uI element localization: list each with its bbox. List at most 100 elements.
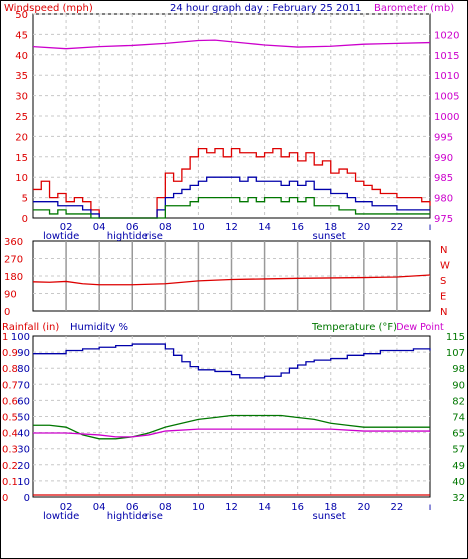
barometer-tick-label: 985 <box>434 173 453 184</box>
humidity-tick-label: 20 <box>17 461 30 472</box>
temperature-title: Temperature (°F) <box>311 322 397 333</box>
rainfall-title: Rainfall (in) <box>2 322 59 333</box>
windspeed-tick-label: 35 <box>15 71 28 82</box>
hour-label: 16 <box>291 222 304 233</box>
windspeed-tick-label: 15 <box>15 153 28 164</box>
hour-end-marker: ı <box>429 502 432 513</box>
temperature-tick-label: 57 <box>452 445 465 456</box>
hour-label: 22 <box>391 222 404 233</box>
rain-tick-label: 0.4 <box>2 429 18 440</box>
humidity-tick-label: 40 <box>17 429 30 440</box>
compass-label: N <box>440 307 447 318</box>
direction-tick-label: 360 <box>4 237 23 248</box>
temperature-tick-label: 32 <box>452 493 465 504</box>
windspeed-tick-label: 20 <box>15 132 28 143</box>
rain-tick-label: 0.9 <box>2 348 18 359</box>
compass-label: N <box>440 245 447 256</box>
hour-label: 08 <box>159 502 172 513</box>
data-series <box>32 39 431 496</box>
barometer-tick-label: 995 <box>434 132 453 143</box>
temperature-tick-label: 107 <box>446 348 465 359</box>
lowtide-label: lowtide <box>43 511 79 522</box>
series-line-humidity- <box>33 343 431 379</box>
humidity-tick-label: 60 <box>17 396 30 407</box>
windspeed-tick-label: 45 <box>15 30 28 41</box>
humidity-tick-label: 80 <box>17 364 30 375</box>
dewpoint-title: Dew Point <box>396 322 444 333</box>
series-line-barometer-mb- <box>32 39 431 50</box>
sunset-label: sunset <box>313 511 346 522</box>
windspeed-tick-label: 0 <box>22 214 28 225</box>
rain-tick-label: 0.3 <box>2 445 18 456</box>
hour-label: 18 <box>324 222 337 233</box>
hour-label: 22 <box>391 502 404 513</box>
hour-label: 04 <box>93 222 106 233</box>
windspeed-title: Windspeed (mph) <box>4 3 93 14</box>
grid-lines <box>33 13 430 497</box>
series-line-gust <box>33 176 430 219</box>
rain-tick-label: 0.5 <box>2 413 18 424</box>
windspeed-tick-label: 25 <box>15 112 28 123</box>
barometer-tick-label: 975 <box>434 214 453 225</box>
direction-tick-label: 90 <box>4 290 17 301</box>
sunset-label: sunset <box>313 231 346 242</box>
hour-label: 02 <box>60 222 73 233</box>
windspeed-tick-label: 5 <box>22 194 28 205</box>
humidity-tick-label: 90 <box>17 348 30 359</box>
windspeed-tick-label: 40 <box>15 51 28 62</box>
temperature-tick-label: 40 <box>452 477 465 488</box>
temperature-tick-label: 74 <box>452 413 465 424</box>
humidity-tick-label: 100 <box>11 332 30 343</box>
barometer-tick-label: 1010 <box>434 71 459 82</box>
hour-label: 20 <box>357 222 370 233</box>
hour-label: 14 <box>258 502 271 513</box>
temperature-tick-label: 49 <box>452 461 465 472</box>
direction-tick-label: 0 <box>4 307 10 318</box>
humidity-tick-label: 70 <box>17 380 30 391</box>
axis-labels: 0510152025303540455097598098599099510001… <box>2 10 465 522</box>
barometer-tick-label: 1005 <box>434 92 459 103</box>
hour-label: 10 <box>192 222 205 233</box>
rain-tick-label: 0.8 <box>2 364 18 375</box>
compass-label: E <box>440 292 446 303</box>
barometer-title: Barometer (mb) <box>374 3 454 14</box>
barometer-tick-label: 980 <box>434 194 453 205</box>
series-line-windspeed-mph- <box>33 147 431 219</box>
direction-tick-label: 270 <box>4 255 23 266</box>
humidity-tick-label: 50 <box>17 413 30 424</box>
hour-label: 14 <box>258 222 271 233</box>
hour-label: 12 <box>225 222 238 233</box>
hour-label: 08 <box>159 222 172 233</box>
hour-label: 04 <box>93 502 106 513</box>
barometer-tick-label: 1015 <box>434 51 459 62</box>
hour-label: 16 <box>291 502 304 513</box>
windspeed-tick-label: 50 <box>15 10 28 21</box>
temperature-tick-label: 90 <box>452 380 465 391</box>
series-line-dew-point <box>33 428 430 438</box>
direction-tick-label: 180 <box>4 272 23 283</box>
temperature-tick-label: 65 <box>452 429 465 440</box>
hour-label: 18 <box>324 502 337 513</box>
temperature-tick-label: 82 <box>452 396 465 407</box>
rain-tick-label: 0.7 <box>2 380 18 391</box>
temperature-tick-label: 98 <box>452 364 465 375</box>
barometer-tick-label: 1000 <box>434 112 459 123</box>
temperature-tick-label: 115 <box>446 332 465 343</box>
sunrise-label: rise <box>145 231 163 242</box>
compass-label: S <box>440 276 446 287</box>
compass-label: W <box>440 261 450 272</box>
rain-tick-label: 1 <box>2 332 8 343</box>
hour-end-marker: ı <box>429 222 432 233</box>
series-line-average <box>33 196 430 219</box>
rain-tick-label: 0 <box>2 493 8 504</box>
hour-label: 10 <box>192 502 205 513</box>
hour-label: 12 <box>225 502 238 513</box>
rain-tick-label: 0.2 <box>2 461 18 472</box>
windspeed-tick-label: 30 <box>15 92 28 103</box>
hour-label: 02 <box>60 502 73 513</box>
humidity-tick-label: 10 <box>17 477 30 488</box>
barometer-tick-label: 990 <box>434 153 453 164</box>
windspeed-tick-label: 10 <box>15 173 28 184</box>
hour-label: 20 <box>357 502 370 513</box>
hightide-label: hightide <box>107 231 148 242</box>
